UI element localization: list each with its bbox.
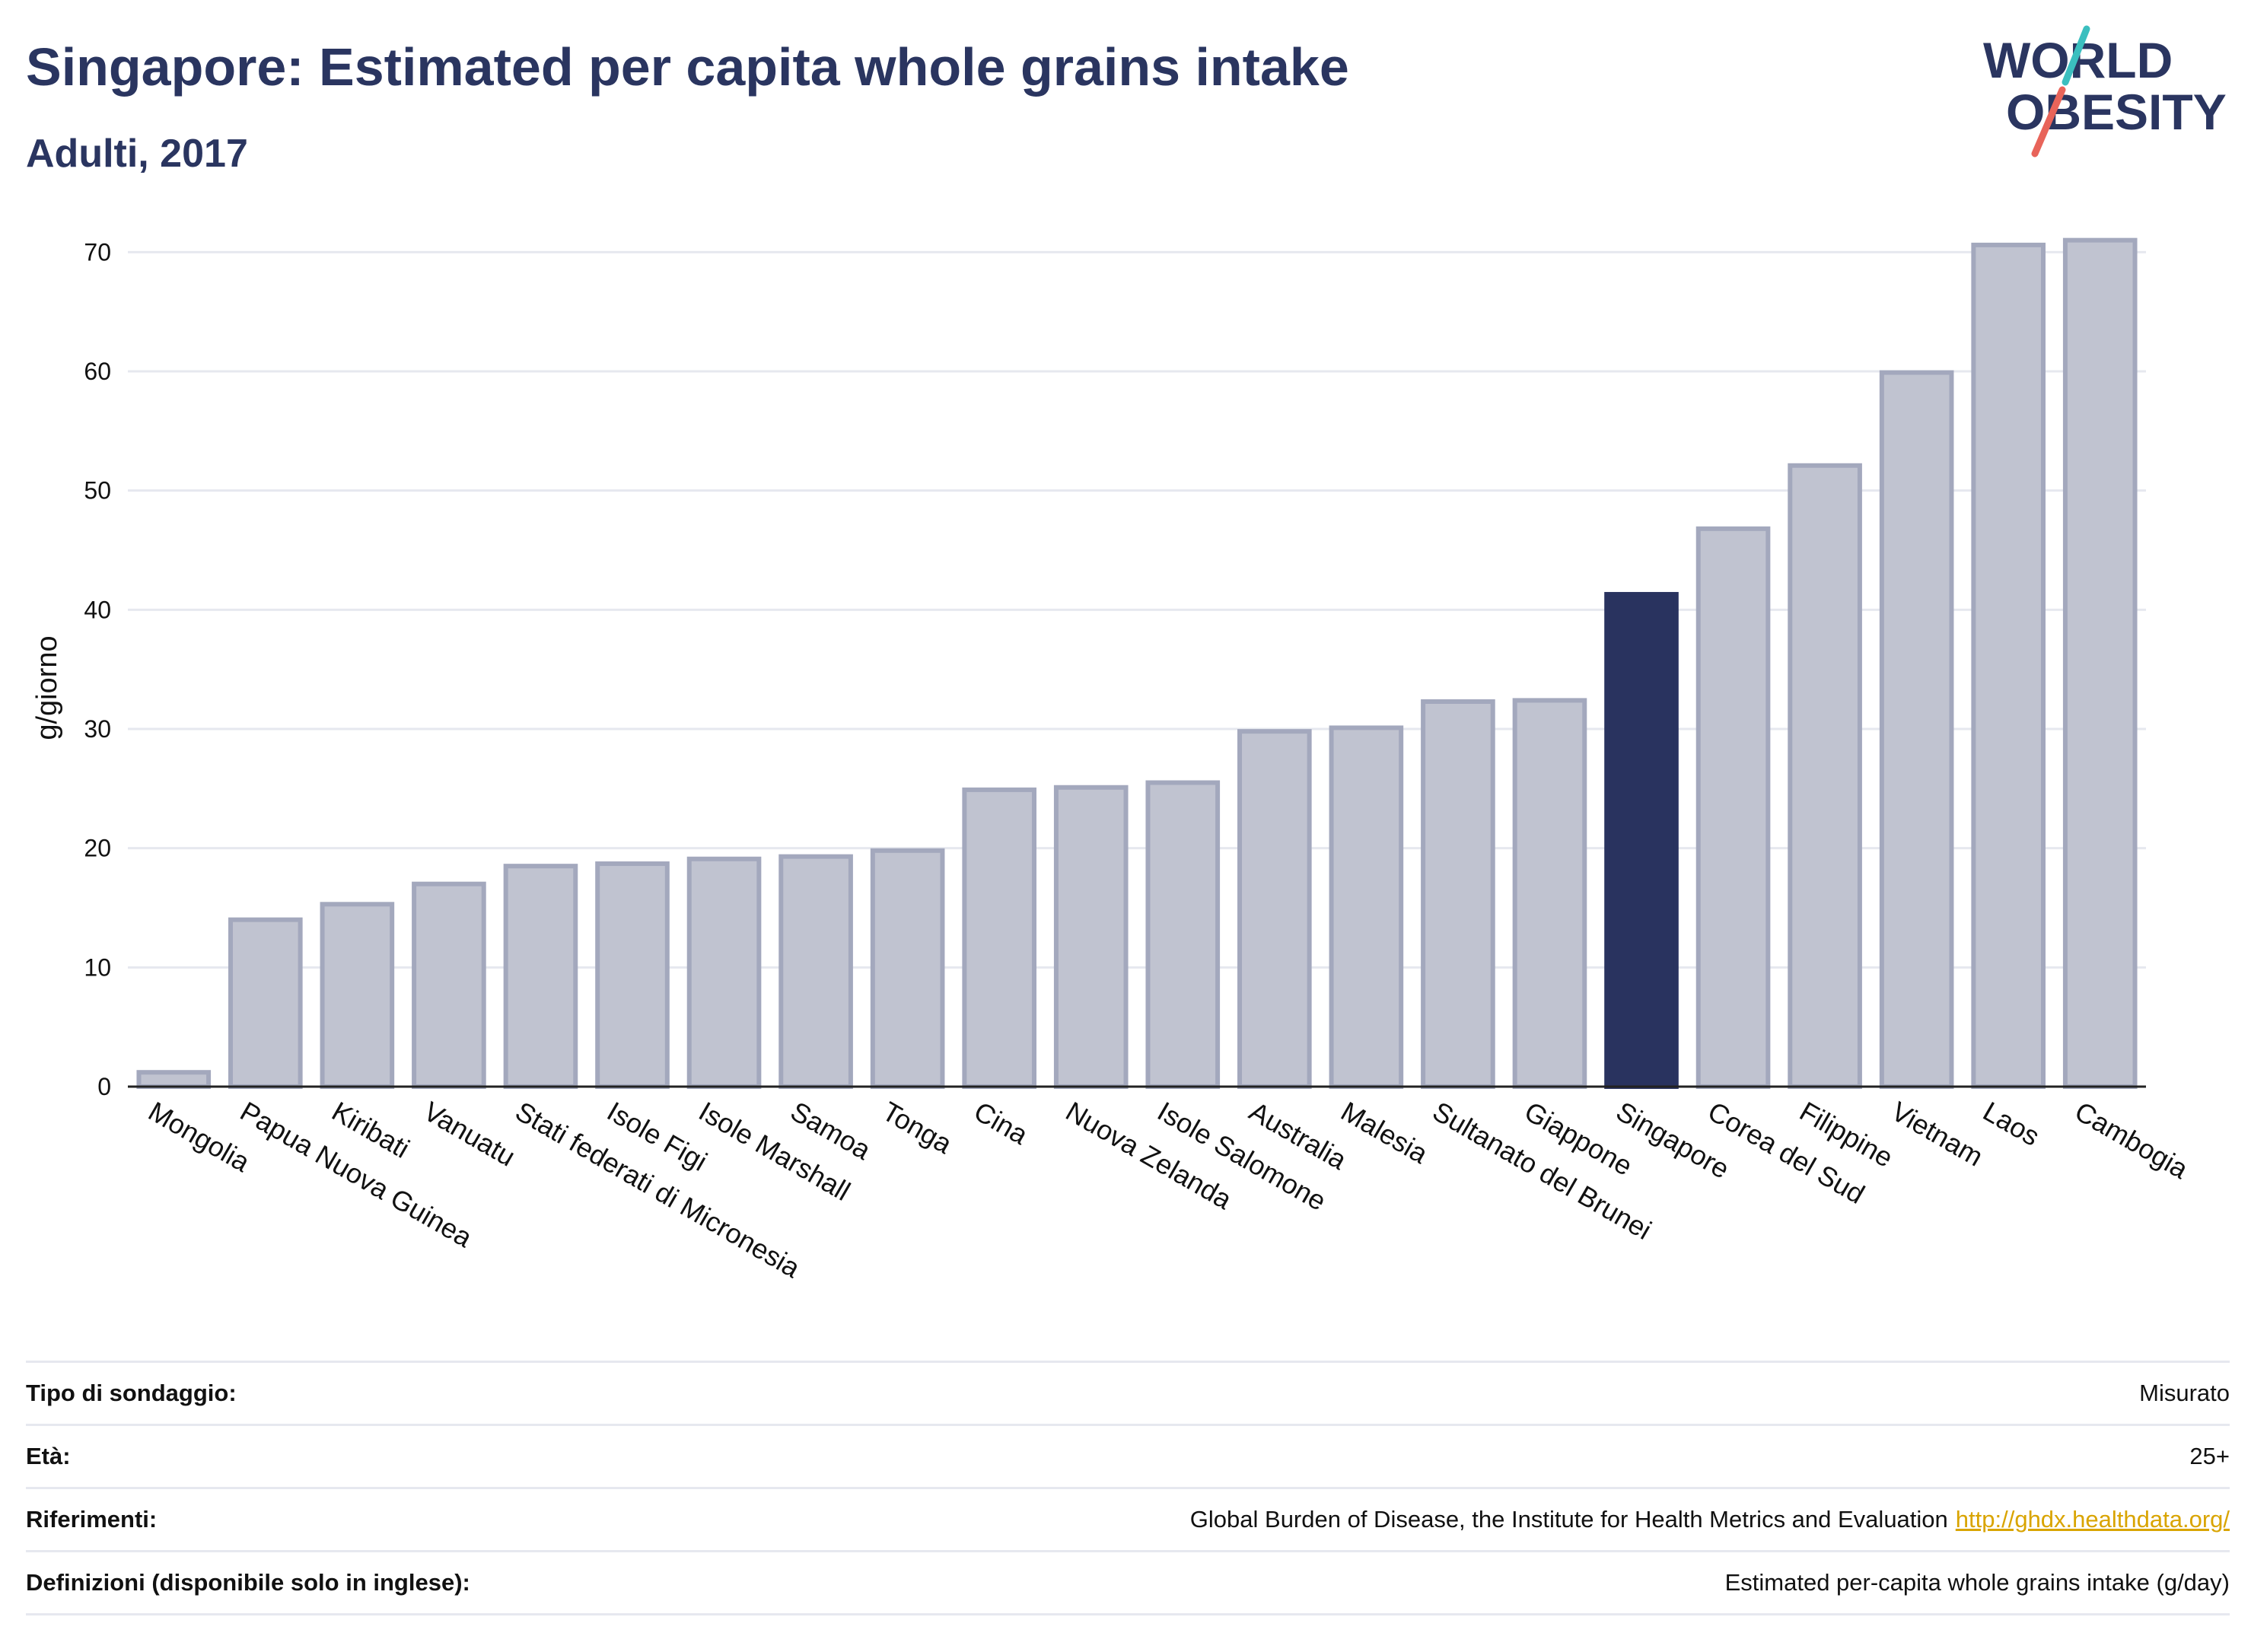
bar-isole-salomone[interactable] xyxy=(1145,780,1221,1089)
bar-nuova-zelanda[interactable] xyxy=(1053,785,1129,1090)
info-row-references: Riferimenti: Global Burden of Disease, t… xyxy=(26,1487,2230,1550)
y-axis-label: g/giorno xyxy=(31,635,63,740)
x-tick-label: Cina xyxy=(969,1095,1033,1151)
info-row-definitions: Definizioni (disponibile solo in inglese… xyxy=(26,1550,2230,1615)
bar-singapore[interactable] xyxy=(1604,591,1679,1089)
logo-slash-teal xyxy=(2062,25,2090,86)
bar-corea-del-sud[interactable] xyxy=(1695,526,1771,1089)
info-value-survey-type: Misurato xyxy=(2139,1380,2230,1406)
bar-vietnam[interactable] xyxy=(1879,370,1954,1090)
logo-slash-red xyxy=(2031,86,2066,158)
y-tick-label: 40 xyxy=(84,596,111,623)
y-tick-label: 0 xyxy=(97,1073,111,1100)
bar-samoa[interactable] xyxy=(778,854,853,1089)
chart-subtitle: Adulti, 2017 xyxy=(26,132,248,176)
bar-malesia[interactable] xyxy=(1329,725,1404,1090)
y-tick-label: 30 xyxy=(84,715,111,743)
y-tick-label: 50 xyxy=(84,477,111,505)
x-tick-label: Corea del Sud xyxy=(1703,1095,1871,1210)
bar-isole-figi[interactable] xyxy=(595,861,670,1089)
x-tick-label: Vanuatu xyxy=(419,1095,521,1172)
bar-laos[interactable] xyxy=(1971,242,2046,1089)
bars xyxy=(136,237,2138,1090)
bar-cina[interactable] xyxy=(962,787,1036,1090)
bar-kiribati[interactable] xyxy=(320,902,395,1090)
info-label-definitions: Definizioni (disponibile solo in inglese… xyxy=(26,1569,470,1596)
bar-australia[interactable] xyxy=(1237,729,1312,1090)
x-tick-label: Vietnam xyxy=(1886,1095,1988,1172)
references-link[interactable]: http://ghdx.healthdata.org/ xyxy=(1955,1506,2230,1533)
x-tick-label: Mongolia xyxy=(143,1095,256,1178)
info-label-survey-type: Tipo di sondaggio: xyxy=(26,1380,237,1406)
x-tick-label: Tonga xyxy=(877,1095,958,1160)
info-row-age: Età: 25+ xyxy=(26,1424,2230,1487)
bar-giappone[interactable] xyxy=(1512,698,1587,1090)
y-tick-label: 10 xyxy=(84,953,111,981)
x-tick-label: Laos xyxy=(1978,1095,2045,1152)
bar-cambogia[interactable] xyxy=(2062,237,2138,1090)
info-table: Tipo di sondaggio: Misurato Età: 25+ Rif… xyxy=(26,1361,2230,1615)
bar-tonga[interactable] xyxy=(870,848,945,1090)
bar-filippine[interactable] xyxy=(1788,463,1862,1089)
info-value-references: Global Burden of Disease, the Institute … xyxy=(1190,1506,2230,1533)
references-text: Global Burden of Disease, the Institute … xyxy=(1189,1506,1948,1533)
bar-sultanato-del-brunei[interactable] xyxy=(1421,699,1495,1089)
info-row-survey-type: Tipo di sondaggio: Misurato xyxy=(26,1361,2230,1424)
x-tick-label: Malesia xyxy=(1336,1095,1434,1170)
bar-vanuatu[interactable] xyxy=(412,881,486,1089)
info-label-age: Età: xyxy=(26,1443,71,1469)
bar-isole-marshall[interactable] xyxy=(686,856,762,1090)
bar-papua-nuova-guinea[interactable] xyxy=(228,917,303,1089)
world-obesity-logo: WORLD OBESITY xyxy=(1983,25,2227,158)
chart-title: Singapore: Estimated per capita whole gr… xyxy=(26,37,1349,97)
bar-stati-federati-di-micronesia[interactable] xyxy=(503,864,578,1089)
y-tick-label: 60 xyxy=(84,358,111,385)
y-tick-label: 70 xyxy=(84,238,111,266)
info-label-references: Riferimenti: xyxy=(26,1506,158,1533)
info-value-definitions: Estimated per-capita whole grains intake… xyxy=(1724,1569,2230,1596)
y-tick-label: 20 xyxy=(84,835,111,862)
bar-mongolia[interactable] xyxy=(136,1070,212,1089)
info-value-age: 25+ xyxy=(2189,1443,2230,1469)
x-tick-label: Cambogia xyxy=(2070,1095,2194,1185)
